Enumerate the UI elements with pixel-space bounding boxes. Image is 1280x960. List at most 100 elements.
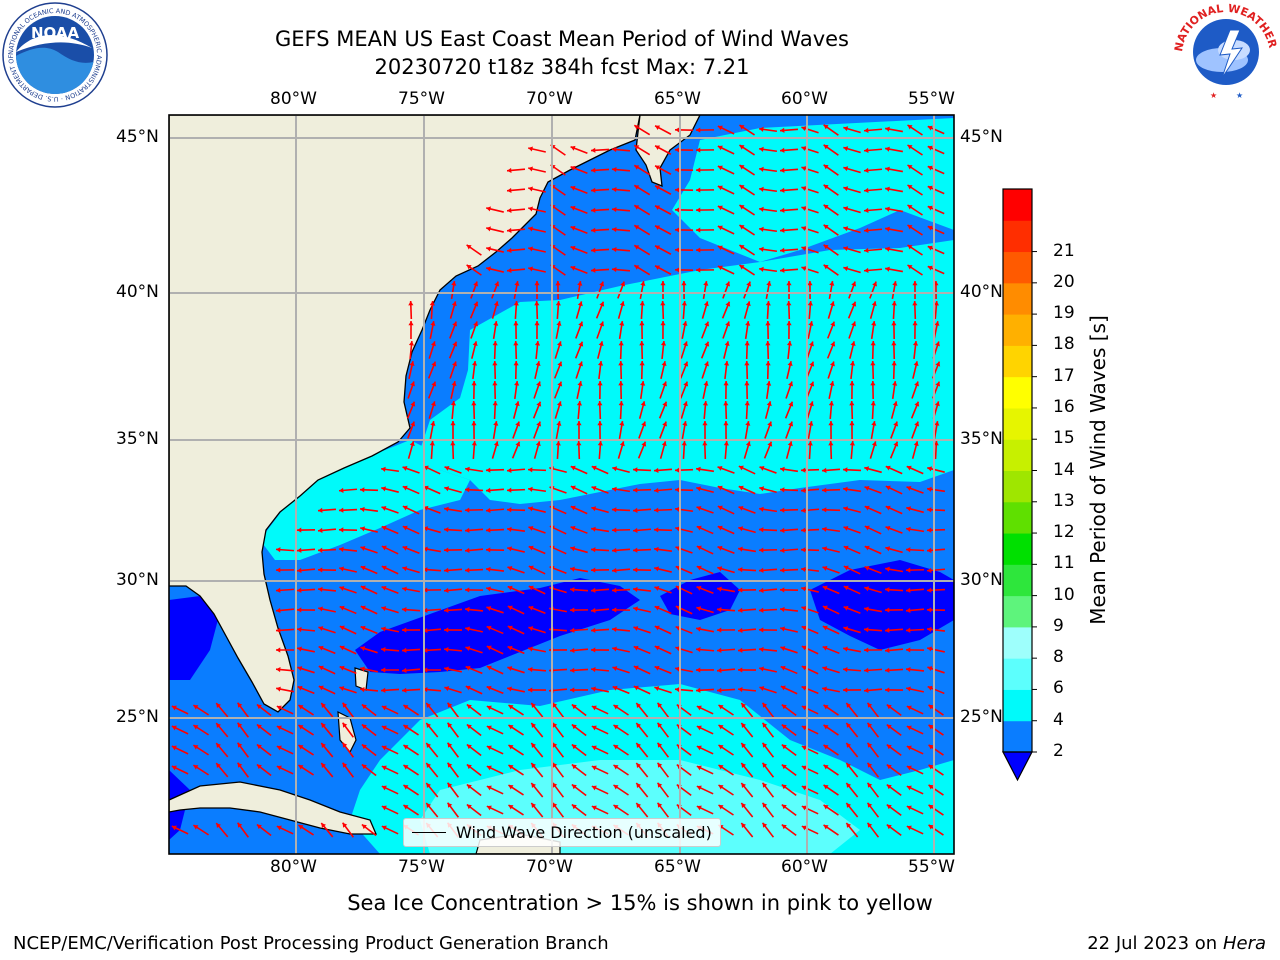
wind-wave-arrowhead	[723, 421, 729, 426]
wind-wave-arrowhead	[912, 281, 918, 286]
wave-region-under-2-d	[169, 596, 220, 680]
wind-wave-arrowhead	[534, 341, 541, 346]
wind-wave-arrowhead	[780, 685, 786, 691]
wind-wave-arrowhead	[675, 127, 680, 133]
wind-wave-arrowhead	[472, 341, 478, 347]
wind-wave-arrowhead	[528, 246, 533, 252]
wind-wave-arrowhead	[717, 667, 722, 673]
wind-wave-arrowhead	[765, 301, 771, 306]
wind-wave-arrowhead	[864, 167, 869, 173]
wind-wave-arrowhead	[402, 465, 408, 471]
colorbar-segment	[1003, 345, 1032, 378]
wind-wave-arrowhead	[696, 687, 701, 693]
wind-wave-arrowhead	[696, 167, 701, 173]
wind-wave-arrowhead	[864, 687, 869, 693]
wind-wave-arrowhead	[360, 526, 366, 532]
wind-wave-arrowhead	[934, 421, 940, 426]
wind-wave-arrowhead	[256, 704, 262, 710]
wind-wave-arrowhead	[528, 506, 534, 512]
colorbar-tick-label: 10	[1053, 584, 1075, 605]
wind-wave-arrowhead	[906, 506, 912, 512]
wind-wave-arrowhead	[339, 546, 344, 552]
wind-wave-arrowhead	[851, 321, 857, 327]
wind-wave-arrowhead	[823, 784, 829, 790]
wind-wave-arrowhead	[808, 421, 814, 426]
wind-wave-arrowhead	[723, 361, 730, 366]
wind-wave-arrowhead	[696, 805, 702, 811]
wind-wave-arrowhead	[741, 782, 747, 788]
wind-wave-arrowhead	[486, 705, 492, 711]
wind-wave-arrowhead	[657, 742, 663, 748]
wind-wave-arrowhead	[613, 805, 619, 810]
wind-wave-arrowhead	[864, 207, 869, 213]
wind-wave-arrowhead	[276, 627, 281, 633]
wind-wave-arrowhead	[402, 607, 407, 613]
wind-wave-arrowhead	[675, 247, 680, 253]
wind-wave-arrowhead	[298, 705, 304, 710]
wind-wave-arrowhead	[408, 321, 414, 326]
wind-wave-arrowhead	[906, 526, 911, 532]
wind-wave-arrowhead	[444, 646, 449, 653]
wind-wave-arrowhead	[381, 765, 387, 771]
wind-wave-arrowhead	[655, 145, 661, 151]
wind-wave-arrowhead	[430, 421, 436, 426]
wind-wave-arrowhead	[788, 381, 793, 387]
wind-wave-arrowhead	[297, 666, 303, 672]
colorbar-tick-label: 9	[1053, 615, 1064, 636]
wind-wave-arrowhead	[906, 745, 912, 751]
colorbar-segment	[1003, 376, 1032, 409]
wind-wave-arrowhead	[361, 744, 367, 750]
wind-wave-arrowhead	[892, 281, 898, 286]
map-legend: Wind Wave Direction (unscaled)	[403, 818, 721, 847]
wind-wave-arrowhead	[612, 607, 617, 613]
colorbar-segment	[1003, 439, 1032, 471]
wind-wave-arrowhead	[634, 205, 640, 210]
wind-wave-arrowhead	[613, 745, 619, 750]
wind-wave-arrowhead	[486, 685, 492, 691]
wind-wave-arrowhead	[528, 146, 533, 152]
wind-wave-arrowhead	[571, 724, 577, 730]
wind-wave-arrowhead	[762, 722, 768, 728]
wind-wave-arrowhead	[591, 485, 597, 491]
wind-wave-arrowhead	[431, 361, 437, 367]
wind-wave-arrowhead	[486, 527, 491, 533]
wind-wave-arrowhead	[486, 586, 491, 592]
wind-wave-arrowhead	[408, 341, 415, 346]
lat-label-left: 35°N	[116, 429, 159, 449]
wind-wave-arrowhead	[237, 762, 243, 768]
wind-wave-arrowhead	[828, 401, 834, 406]
wind-wave-arrowhead	[528, 605, 534, 611]
wind-wave-arrowhead	[864, 267, 869, 273]
wind-wave-arrowhead	[612, 466, 618, 472]
wind-wave-arrowhead	[657, 702, 663, 708]
wind-wave-arrowhead	[738, 465, 744, 471]
wind-wave-arrowhead	[696, 705, 702, 711]
wind-wave-arrowhead	[256, 764, 262, 770]
wind-wave-arrowhead	[801, 805, 807, 811]
wind-wave-arrowhead	[447, 742, 453, 748]
wind-wave-arrowhead	[578, 341, 584, 347]
wind-wave-arrowhead	[639, 321, 645, 326]
wind-wave-arrowhead	[850, 341, 856, 347]
wind-wave-arrowhead	[570, 465, 576, 471]
wind-wave-arrowhead	[675, 207, 680, 213]
colorbar-under-triangle	[1002, 751, 1033, 782]
wind-wave-arrowhead	[809, 361, 815, 367]
wind-wave-arrowhead	[723, 401, 729, 406]
wind-wave-arrowhead	[655, 125, 661, 131]
wind-wave-arrowhead	[822, 666, 828, 672]
wind-wave-arrowhead	[654, 586, 660, 591]
lon-label-top: 70°W	[526, 89, 573, 109]
wind-wave-arrowhead	[843, 605, 849, 611]
wind-wave-arrowhead	[787, 361, 793, 367]
wind-wave-arrowhead	[528, 585, 534, 591]
wind-wave-arrowhead	[823, 224, 829, 230]
wind-wave-arrowhead	[864, 466, 870, 472]
wind-wave-arrowhead	[528, 526, 534, 531]
wind-wave-arrowhead	[570, 627, 575, 633]
wind-wave-arrowhead	[577, 301, 583, 307]
wind-wave-arrowhead	[472, 361, 478, 366]
wind-wave-arrowhead	[381, 486, 387, 492]
wind-wave-arrowhead	[696, 545, 702, 551]
wind-wave-arrowhead	[846, 822, 852, 828]
